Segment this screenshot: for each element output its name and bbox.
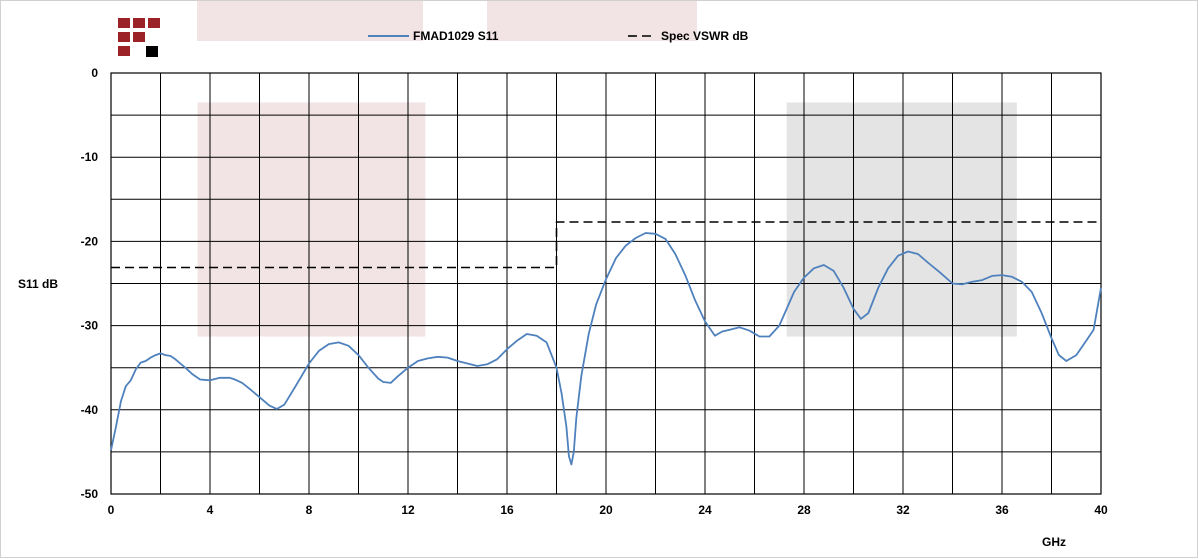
y-tick-label: -10 — [81, 150, 99, 164]
x-tick-label: 0 — [108, 503, 115, 517]
legend-label-spec: Spec VSWR dB — [661, 29, 749, 43]
x-tick-label: 24 — [698, 503, 712, 517]
x-tick-label: 20 — [599, 503, 613, 517]
legend-label-s11: FMAD1029 S11 — [413, 29, 499, 43]
series-line-0 — [110, 232, 1102, 466]
y-tick-label: -20 — [81, 234, 99, 248]
highlight-band-0 — [197, 102, 426, 337]
x-tick-label: 12 — [401, 503, 415, 517]
x-tick-label: 4 — [207, 503, 214, 517]
y-tick-label: 0 — [91, 66, 98, 80]
y-tick-label: -40 — [81, 403, 99, 417]
y-tick-label: -30 — [81, 319, 99, 333]
series-line-1 — [111, 221, 1101, 269]
x-axis-label: GHz — [1042, 535, 1066, 549]
x-tick-label: 32 — [896, 503, 910, 517]
y-axis-label: S11 dB — [18, 277, 58, 291]
x-tick-label: 16 — [500, 503, 514, 517]
x-tick-label: 36 — [995, 503, 1009, 517]
plot-border — [110, 72, 1102, 495]
legend-band-right — [487, 1, 697, 41]
legend-band-left — [197, 1, 423, 41]
company-logo — [118, 18, 160, 58]
legend: FMAD1029 S11 Spec VSWR dB — [368, 29, 749, 43]
x-tick-label: 8 — [306, 503, 313, 517]
highlight-band-1 — [786, 102, 1017, 337]
x-tick-label: 28 — [797, 503, 811, 517]
x-tick-label: 40 — [1094, 503, 1108, 517]
y-tick-label: -50 — [81, 487, 99, 501]
